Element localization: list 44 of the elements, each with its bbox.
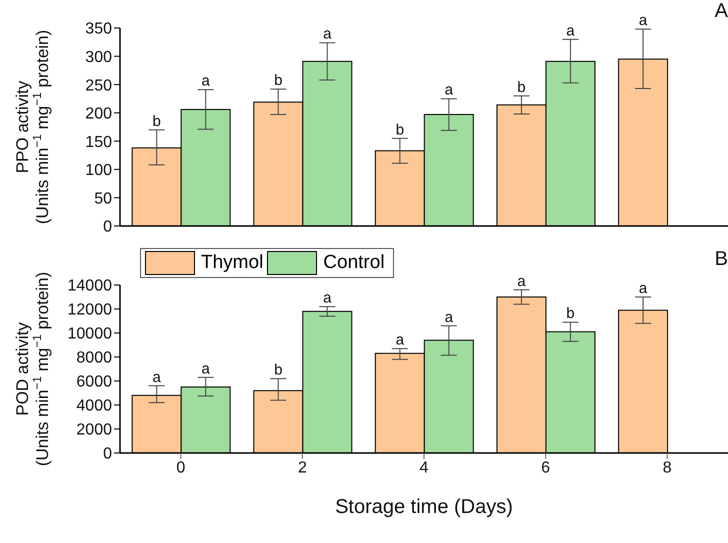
x-tick-label: 6: [541, 459, 550, 476]
data-label: a: [201, 72, 210, 90]
y-tick-label: 150: [85, 134, 112, 151]
legend-label: Control: [323, 252, 385, 274]
data-label: a: [638, 12, 648, 30]
y-tick-label: 8000: [76, 350, 112, 367]
y-tick-label: 200: [85, 106, 112, 123]
data-label: b: [274, 362, 282, 379]
legend-label: Thymol: [201, 252, 264, 274]
y-tick-label: 100: [85, 162, 112, 180]
data-label: a: [444, 308, 454, 326]
y-tick-label: 12000: [68, 302, 112, 319]
text: B: [714, 248, 728, 271]
y-tick-label: 10000: [68, 326, 112, 343]
data-label: a: [323, 290, 332, 307]
data-label: b: [396, 121, 404, 138]
y-tick-label: 2000: [76, 422, 112, 439]
data-label: b: [274, 72, 282, 90]
y-tick-label: 4000: [76, 398, 112, 415]
y-tick-label: 250: [85, 77, 112, 94]
data-label: a: [152, 368, 162, 386]
y-tick-label: 300: [85, 48, 112, 66]
y-tick-label: 350: [85, 20, 112, 38]
x-tick-label: 2: [298, 459, 307, 476]
data-label: b: [152, 112, 161, 130]
data-label: a: [323, 26, 332, 43]
data-label: b: [517, 78, 526, 96]
y-tick-label: 6000: [76, 374, 112, 391]
y-tick-label: 50: [94, 190, 112, 208]
x-tick-label: 4: [420, 459, 429, 476]
x-tick-label: 0: [176, 459, 186, 476]
y-tick-label: 0: [103, 446, 112, 463]
x-axis-title: Storage time (Days): [335, 496, 513, 518]
x-tick-label: 8: [662, 459, 672, 476]
data-label: a: [517, 272, 526, 290]
y-tick-label: 0: [103, 218, 112, 236]
data-label: a: [566, 22, 576, 40]
data-label: b: [566, 305, 575, 322]
y-tick-label: 14000: [68, 278, 112, 295]
data-label: a: [638, 280, 648, 297]
data-label: a: [444, 82, 454, 99]
data-label: a: [396, 332, 405, 349]
text: A: [714, 0, 728, 23]
data-label: a: [201, 360, 210, 378]
